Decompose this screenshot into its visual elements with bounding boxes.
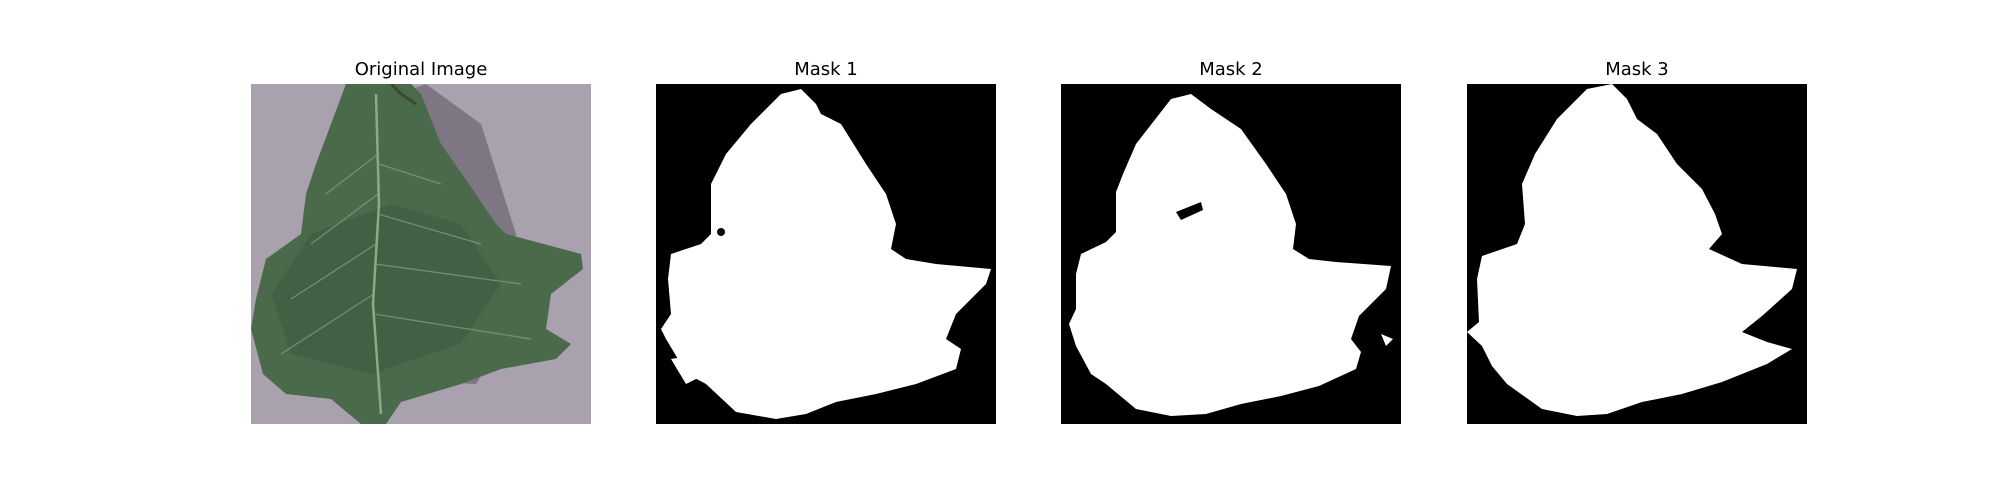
panel-mask-1: Mask 1 xyxy=(656,56,996,424)
mask-shape xyxy=(1069,94,1391,416)
panel-mask-2: Mask 2 xyxy=(1061,56,1401,424)
mask-hole xyxy=(717,228,725,236)
panel-title-mask2: Mask 2 xyxy=(1199,59,1263,80)
mask-2-image xyxy=(1061,84,1401,424)
leaf-texture xyxy=(271,204,501,374)
leaf-stem xyxy=(389,84,417,106)
mask-1-image xyxy=(656,84,996,424)
panel-mask-3: Mask 3 xyxy=(1467,56,1807,424)
leaf-veins xyxy=(280,153,532,355)
mask-speck xyxy=(1381,334,1393,346)
panel-original-image: Original Image xyxy=(251,56,591,424)
mask-fragment xyxy=(671,354,706,384)
leaf-photo xyxy=(251,84,591,424)
mask-shape xyxy=(661,89,991,419)
mask-shape xyxy=(1467,84,1797,416)
panel-title-mask1: Mask 1 xyxy=(794,59,858,80)
panel-title-mask3: Mask 3 xyxy=(1605,59,1669,80)
mask-3-image xyxy=(1467,84,1807,424)
mask-hole xyxy=(1176,202,1203,220)
panel-title-original: Original Image xyxy=(354,59,488,80)
leaf-midrib xyxy=(371,93,383,415)
